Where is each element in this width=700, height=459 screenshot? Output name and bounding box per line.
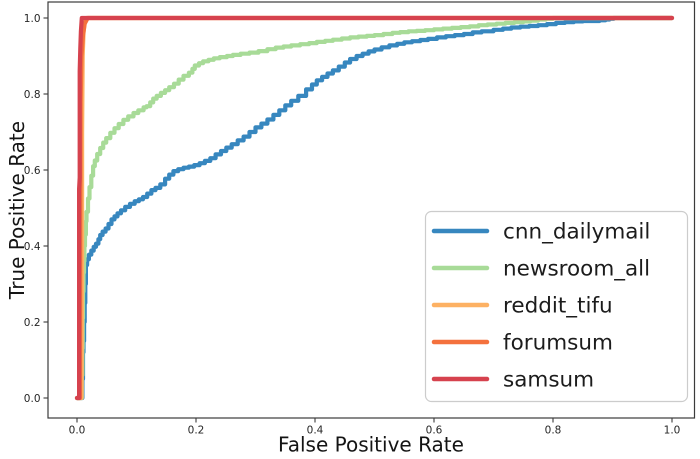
roc-curve-samsum	[74, 15, 675, 401]
axes-box	[47, 1, 696, 419]
y-axis-label: True Positive Rate	[5, 121, 29, 300]
x-tick-label: 0.8	[545, 425, 562, 437]
x-axis-ticks: 0.0 0.2 0.4 0.6 0.8 1.0	[69, 418, 681, 437]
legend-label-cnn_dailymail: cnn_dailymail	[503, 220, 650, 245]
roc-curve-cnn_dailymail	[74, 15, 675, 401]
x-tick-label: 0.2	[188, 425, 205, 437]
roc-curves	[74, 15, 675, 401]
y-tick-label: 0.4	[24, 241, 41, 253]
x-axis-label: False Positive Rate	[278, 433, 464, 457]
y-tick-label: 0.2	[24, 317, 41, 329]
x-tick-label: 0.6	[426, 425, 443, 437]
y-tick-label: 0.8	[24, 89, 41, 101]
legend: cnn_dailymail newsroom_all reddit_tifuforu…	[424, 210, 689, 403]
legend-label-newsroom_all: newsroom_all	[503, 257, 650, 282]
legend-label-samsum: samsum	[503, 368, 594, 393]
x-tick-label: 0.0	[69, 425, 86, 437]
roc-curve-newsroom_all	[74, 15, 675, 401]
y-axis-ticks: 0.0 0.2 0.4 0.6 0.8 1.0	[24, 13, 48, 405]
legend-frame	[424, 210, 689, 403]
y-tick-label: 1.0	[24, 13, 41, 25]
legend-items: cnn_dailymail newsroom_all reddit_tifuforu…	[431, 220, 650, 393]
y-tick-label: 0.6	[24, 165, 41, 177]
y-tick-label: 0.0	[24, 393, 41, 405]
x-tick-label: 0.4	[307, 425, 324, 437]
legend-label-reddit_tifu: reddit_tifu	[503, 294, 613, 319]
x-tick-label: 1.0	[664, 425, 681, 437]
legend-label-forumsum: forumsum	[503, 331, 613, 356]
